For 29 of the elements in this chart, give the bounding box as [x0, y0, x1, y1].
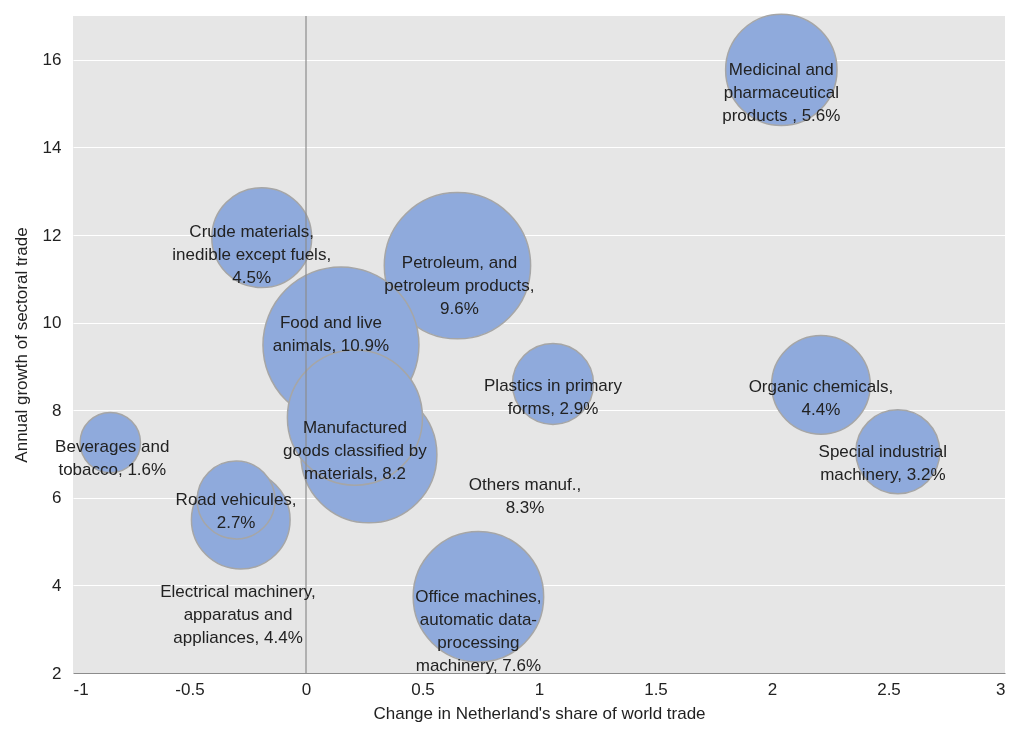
- y-tick-label: 2: [52, 663, 62, 683]
- x-tick-label: 2: [767, 679, 778, 699]
- y-tick-label: 6: [52, 488, 62, 508]
- annotation: Office machines, automatic data- processing machinery, 7.6%: [415, 586, 542, 675]
- annotation: Organic chemicals, 4.4%: [748, 376, 894, 419]
- y-tick-label: 14: [42, 137, 62, 157]
- annotation: Electrical machinery, apparatus and appliances, 4.4%: [160, 582, 316, 647]
- x-tick-label: 2.5: [877, 679, 901, 699]
- y-tick-label: 8: [52, 400, 62, 420]
- annotation: Plastics in primary forms, 2.9%: [484, 375, 623, 418]
- annotation: Crude materials, inedible except fuels, 4.5%: [172, 221, 332, 287]
- annotation: Medicinal and pharmaceutical products , 5.6%: [722, 59, 841, 125]
- y-tick-label: 16: [42, 50, 62, 70]
- y-axis-title: Annual growth of sectoral trade: [11, 227, 31, 463]
- annotation: Road vehicules, 2.7%: [175, 489, 297, 532]
- x-tick-label: 1: [534, 679, 545, 699]
- x-tick-label: -0.5: [175, 679, 205, 699]
- annotation: Others manuf., 8.3%: [468, 475, 582, 517]
- x-tick-label: 3: [996, 679, 1006, 699]
- x-tick-label: 0.5: [411, 679, 435, 699]
- y-tick-label: 10: [42, 313, 62, 333]
- x-tick-label: -1: [73, 679, 89, 699]
- x-tick-label: 1.5: [644, 679, 668, 699]
- annotation: Manufactured goods classified by materials, 8.2: [283, 417, 428, 483]
- x-tick-label: 0: [301, 679, 312, 699]
- y-tick-label: 4: [52, 575, 62, 595]
- annotation: Special industrial machinery, 3.2%: [818, 441, 948, 484]
- x-axis-title: Change in Netherland's share of world trade: [373, 703, 706, 723]
- y-tick-label: 12: [42, 225, 62, 245]
